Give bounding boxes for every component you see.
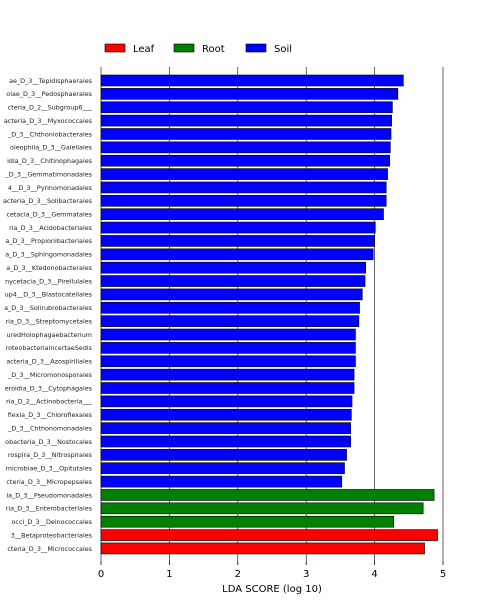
- bar-soil: [101, 423, 351, 434]
- bar-soil: [101, 383, 354, 394]
- bar-soil: [101, 249, 373, 260]
- bars: [101, 75, 438, 554]
- bar-root: [101, 503, 423, 514]
- y-tick-label: flexia_D_3__Chloroflexales: [8, 411, 93, 419]
- bar-soil: [101, 88, 398, 99]
- bar-soil: [101, 342, 355, 353]
- legend-label-soil: Soil: [274, 44, 292, 55]
- y-tick-label: oleophila_D_3__Gaiellales: [10, 144, 93, 152]
- bar-soil: [101, 142, 390, 153]
- y-tick-label: ria_D_2__Actinobacteria___: [6, 398, 93, 406]
- y-tick-label: _D_3__Chthoniobacterales: [7, 130, 93, 138]
- y-tick-label: uredHolophagaebacterium: [7, 331, 92, 339]
- bar-soil: [101, 169, 388, 180]
- y-tick-label: acteria_D_3__Solibacterales: [3, 197, 93, 205]
- legend-swatch-leaf: [105, 44, 125, 52]
- y-tick-label: cteria_D_3__Micrococcales: [7, 545, 92, 553]
- y-tick-label: a_D_3__Sphingomonadales: [5, 251, 92, 259]
- y-tick-label: 3__Betaproteobacteriales: [11, 531, 93, 539]
- bar-root: [101, 516, 394, 527]
- bar-soil: [101, 302, 360, 313]
- y-tick-label: 4__D_3__Pyrinomonadales: [8, 184, 93, 192]
- bar-soil: [101, 289, 362, 300]
- y-tick-label: ria_D_3__Streptomycetales: [6, 317, 93, 325]
- bar-soil: [101, 182, 386, 193]
- y-tick-label: eroidia_D_3__Cytophagales: [5, 384, 93, 392]
- y-tick-label: rospira_D_3__Nitrospirales: [8, 451, 93, 459]
- y-tick-label: _D_3__Gemmatimonadales: [5, 170, 93, 178]
- y-tick-label: acteria_D_3__Azospirillales: [6, 358, 92, 366]
- x-tick-label: 3: [303, 569, 309, 580]
- bar-soil: [101, 436, 351, 447]
- x-tick-label: 2: [235, 569, 241, 580]
- legend-label-root: Root: [202, 44, 225, 55]
- y-tick-label: cteria_D_2__Subgroup6___: [8, 104, 93, 112]
- y-tick-label: occi_D_3__Deinococcales: [12, 518, 93, 526]
- bar-soil: [101, 102, 392, 113]
- y-tick-labels: ae_D_3__Tepidisphaerales olae_D_3__Pedosp…: [3, 77, 93, 553]
- bar-soil: [101, 115, 392, 126]
- bar-soil: [101, 356, 355, 367]
- bar-soil: [101, 222, 375, 233]
- y-tick-label: ria_D_3__Enterobacteriales: [6, 505, 93, 513]
- legend-swatch-soil: [246, 44, 266, 52]
- y-tick-label: a_D_3__Solirubrobacterales: [4, 304, 93, 312]
- bar-soil: [101, 329, 355, 340]
- y-tick-label: obacteria_D_3__Nostocales: [5, 438, 92, 446]
- y-tick-label: up4__D_3__Blastocatellales: [5, 291, 93, 299]
- y-tick-label: _D_3__Chthonomonadales: [7, 424, 92, 432]
- y-tick-label: nycetacia_D_3__Pirellulales: [5, 277, 93, 285]
- y-tick-label: olae_D_3__Pedosphaerales: [6, 90, 92, 98]
- y-tick-label: cetacia_D_3__Gemmatales: [6, 211, 92, 219]
- x-tick-label: 0: [98, 569, 104, 580]
- y-tick-label: a_D_3__Ktedonobacterales: [6, 264, 92, 272]
- bar-soil: [101, 369, 354, 380]
- y-tick-label: roteobacteriaincertaeSedis: [6, 344, 93, 352]
- legend-swatch-root: [174, 44, 194, 52]
- x-tick-label: 1: [166, 569, 172, 580]
- bar-leaf: [101, 530, 438, 541]
- bar-soil: [101, 155, 390, 166]
- y-tick-label: idia_D_3__Chitinophagales: [7, 157, 93, 165]
- bar-leaf: [101, 543, 425, 554]
- y-tick-label: ae_D_3__Tepidisphaerales: [9, 77, 93, 85]
- x-axis: 0 1 2 3 4 5: [98, 561, 446, 580]
- x-tick-label: 4: [371, 569, 377, 580]
- bar-soil: [101, 75, 403, 86]
- bar-soil: [101, 449, 347, 460]
- y-tick-label: acteria_D_3__Myxococcales: [4, 117, 93, 125]
- bar-soil: [101, 262, 366, 273]
- y-tick-label: ia_D_3__Pseudomonadales: [6, 491, 92, 499]
- legend-label-leaf: Leaf: [133, 44, 155, 55]
- y-tick-label: cteria_D_3__Micropepsales: [6, 478, 92, 486]
- legend: Leaf Root Soil: [105, 44, 292, 55]
- x-axis-label: LDA SCORE (log 10): [222, 584, 322, 595]
- bar-root: [101, 489, 434, 500]
- y-tick-label: _D_3__Micromonosporales: [7, 371, 93, 379]
- bar-soil: [101, 409, 351, 420]
- x-tick-label: 5: [440, 569, 446, 580]
- y-tick-label: ria_D_3__Acidobacteriales: [9, 224, 93, 232]
- bar-soil: [101, 276, 365, 287]
- bar-soil: [101, 476, 342, 487]
- bar-soil: [101, 463, 345, 474]
- bar-soil: [101, 128, 391, 139]
- bar-soil: [101, 209, 383, 220]
- bar-soil: [101, 235, 375, 246]
- bar-soil: [101, 195, 386, 206]
- bar-soil: [101, 396, 352, 407]
- y-tick-label: microbiae_D_3__Opitutales: [6, 465, 93, 473]
- y-tick-label: a_D_3__Propionibacteriales: [5, 237, 92, 245]
- bar-soil: [101, 316, 359, 327]
